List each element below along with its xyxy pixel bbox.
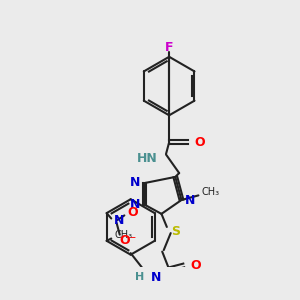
Text: O: O [195, 136, 205, 149]
Text: O: O [191, 259, 201, 272]
Text: CH₃: CH₃ [202, 187, 220, 197]
Text: N: N [130, 176, 140, 189]
Text: S: S [171, 225, 180, 238]
Text: F: F [165, 41, 173, 54]
Text: HN: HN [137, 152, 158, 165]
Text: N: N [114, 214, 125, 227]
Text: N: N [184, 194, 195, 206]
Text: N: N [130, 198, 140, 211]
Text: N: N [151, 271, 161, 284]
Text: H: H [135, 272, 145, 282]
Text: CH₃: CH₃ [114, 230, 133, 240]
Text: O: O [128, 206, 138, 219]
Text: O⁻: O⁻ [120, 234, 137, 247]
